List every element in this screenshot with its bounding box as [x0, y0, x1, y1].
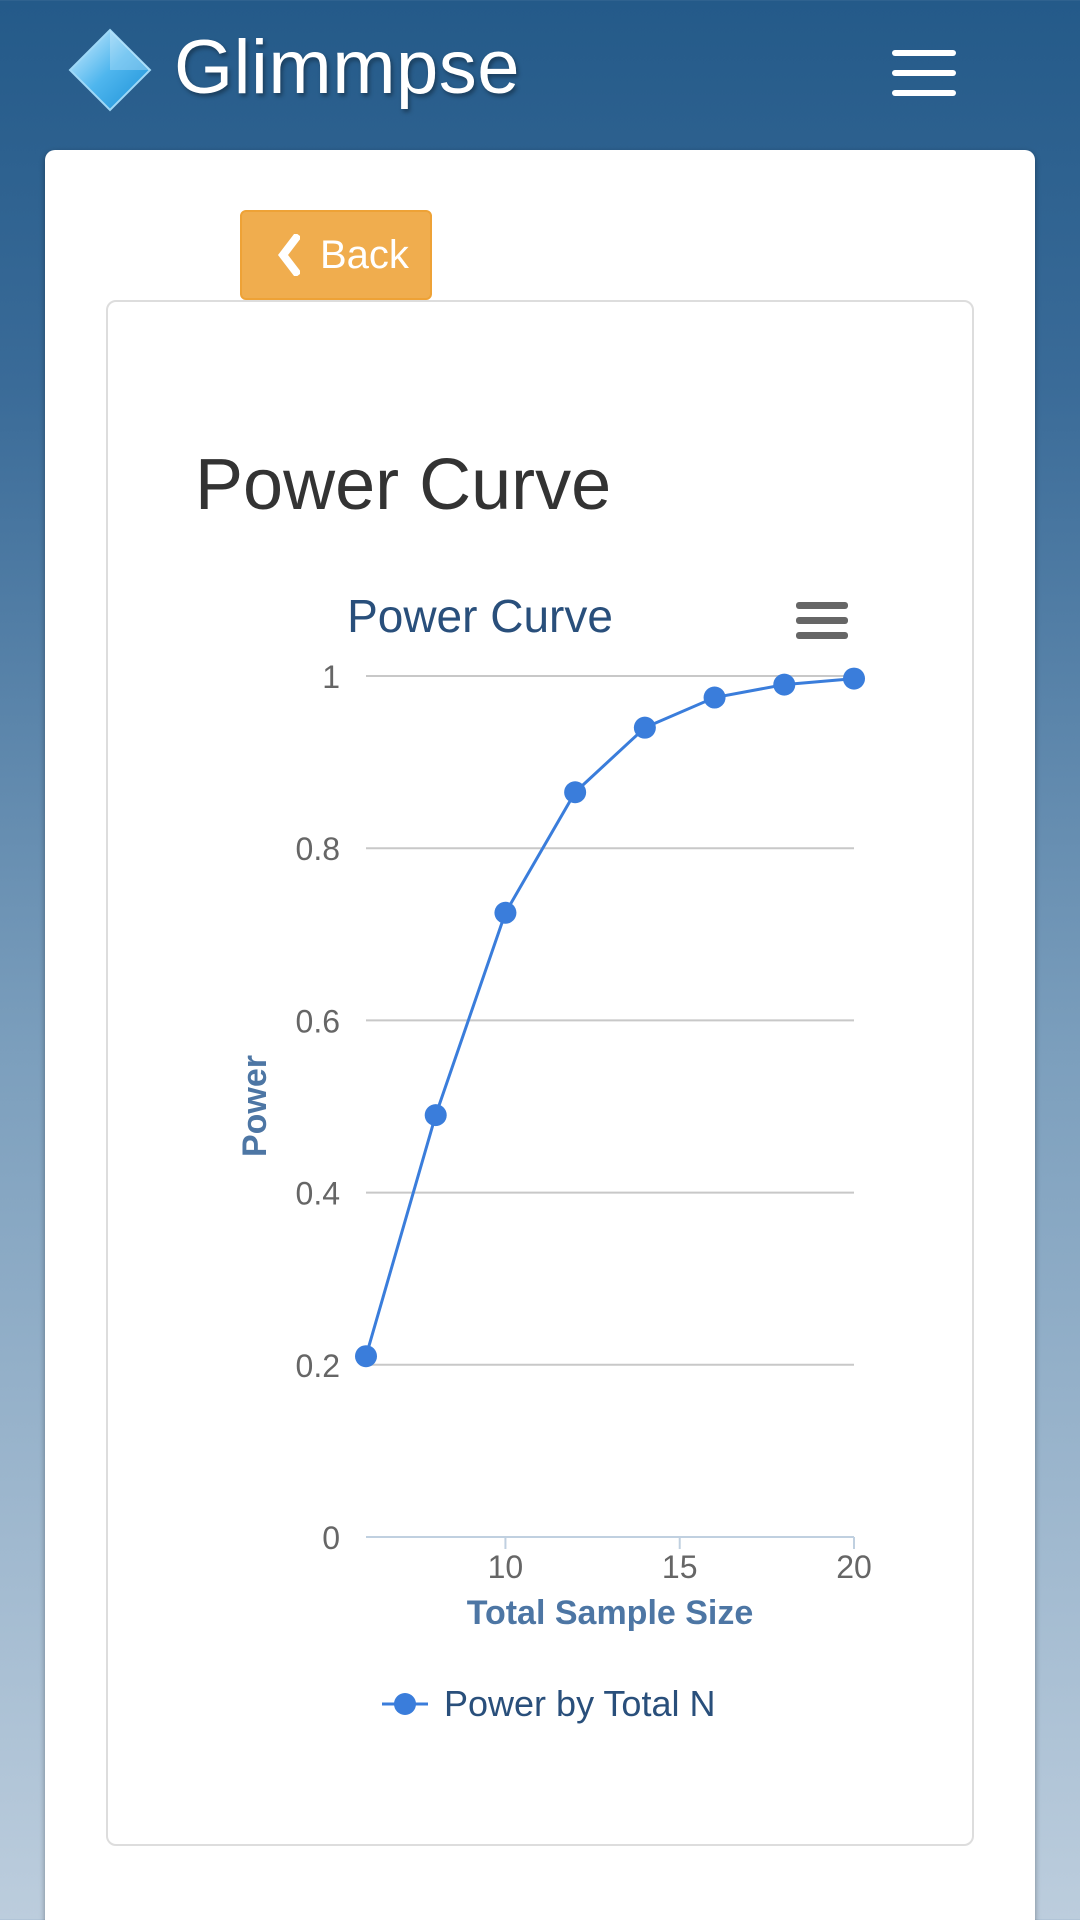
x-axis-title: Total Sample Size	[467, 1594, 754, 1632]
app-header: Glimmpse	[0, 0, 1080, 145]
results-panel	[106, 300, 974, 1846]
x-tick-label: 20	[836, 1549, 872, 1585]
x-tick-label: 15	[662, 1549, 698, 1585]
hamburger-menu-icon[interactable]	[888, 48, 960, 98]
legend-marker	[394, 1693, 416, 1715]
data-point	[633, 716, 656, 739]
data-point	[424, 1104, 447, 1127]
back-button-label: Back	[320, 233, 409, 277]
chart-title: Power Curve	[347, 590, 613, 642]
chart-legend[interactable]: Power by Total N	[382, 1683, 715, 1724]
y-tick-label: 0.2	[296, 1348, 340, 1384]
data-point	[703, 686, 726, 709]
y-tick-label: 0.6	[296, 1003, 340, 1039]
page-title: Power Curve	[195, 445, 612, 525]
chevron-left-icon	[278, 234, 300, 276]
y-tick-label: 0.4	[296, 1176, 340, 1212]
data-point	[494, 901, 517, 924]
app-title: Glimmpse	[174, 25, 521, 110]
y-tick-label: 0.8	[296, 831, 340, 867]
chart-context-menu-icon[interactable]	[796, 602, 848, 639]
y-axis-title: Power	[236, 1055, 274, 1157]
y-tick-label: 0	[322, 1520, 340, 1556]
data-point	[843, 667, 865, 690]
data-point	[773, 673, 796, 696]
back-button[interactable]: Back	[240, 210, 432, 300]
data-point	[355, 1345, 377, 1368]
series-line	[364, 677, 855, 1357]
data-point	[564, 781, 587, 804]
y-tick-label: 1	[322, 659, 340, 695]
legend-label: Power by Total N	[444, 1683, 715, 1724]
diamond-logo-icon	[68, 28, 152, 112]
x-tick-label: 10	[488, 1549, 524, 1585]
